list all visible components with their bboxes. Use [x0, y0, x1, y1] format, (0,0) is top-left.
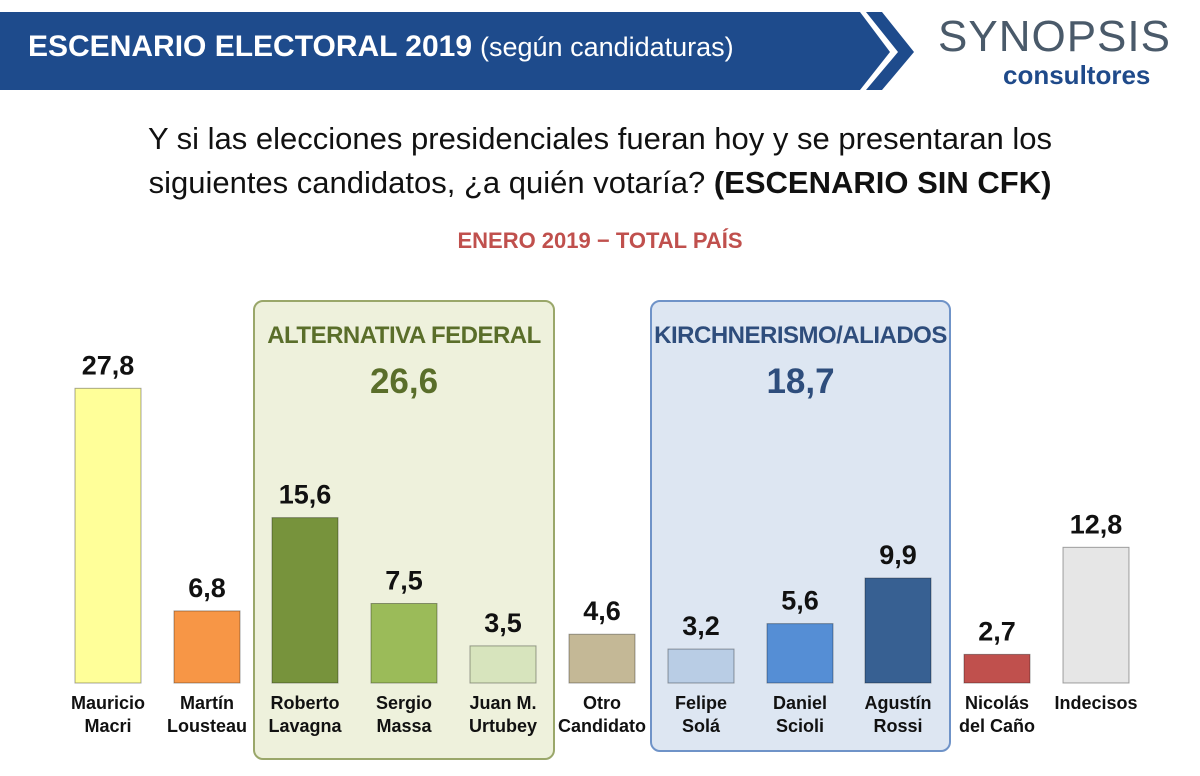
question-line-2: siguientes candidatos, ¿a quién votaría?	[148, 165, 706, 200]
logo-name: SYNOPSIS	[938, 12, 1171, 61]
period-label: ENERO 2019 − TOTAL PAÍS	[457, 228, 743, 253]
category-label-8-1: Rossi	[873, 716, 922, 736]
data-label-1: 6,8	[188, 573, 226, 603]
data-label-6: 3,2	[682, 611, 720, 641]
bar-2	[271, 517, 339, 684]
data-label-4: 3,5	[484, 608, 522, 638]
data-label-10: 12,8	[1070, 509, 1123, 539]
data-label-0: 27,8	[82, 350, 135, 380]
category-label-1-1: Lousteau	[167, 716, 247, 736]
category-label-0-0: Mauricio	[71, 693, 145, 713]
category-label-7-0: Daniel	[773, 693, 827, 713]
bar-6	[667, 648, 735, 684]
question-line-1: Y si las elecciones presidenciales fuera…	[147, 121, 1053, 156]
header-banner: ESCENARIO ELECTORAL 2019 (según candidatu…	[0, 0, 1200, 95]
category-label-2-1: Lavagna	[268, 716, 342, 736]
data-label-7: 5,6	[781, 586, 819, 616]
category-label-9-0: Nicolás	[965, 693, 1029, 713]
data-label-2: 15,6	[279, 480, 332, 510]
bar-5	[568, 633, 636, 684]
group-label-alternativa-federal: ALTERNATIVA FEDERAL	[267, 322, 541, 349]
question-emphasis: (ESCENARIO SIN CFK)	[713, 165, 1052, 200]
data-label-5: 4,6	[583, 596, 621, 626]
bar-10	[1062, 546, 1130, 684]
category-label-4-0: Juan M.	[469, 693, 536, 713]
header-band	[0, 12, 914, 90]
group-label-kirchnerismo: KIRCHNERISMO/ALIADOS	[654, 322, 947, 349]
category-label-9-1: del Caño	[959, 716, 1035, 736]
data-label-9: 2,7	[978, 616, 1016, 646]
bar-3	[370, 603, 438, 684]
survey-question: Y si las elecciones presidenciales fuera…	[0, 117, 1200, 205]
bar-7	[766, 623, 834, 684]
group-total-kirchnerismo: 18,7	[766, 362, 835, 401]
data-label-3: 7,5	[385, 566, 423, 596]
header-title: ESCENARIO ELECTORAL 2019 (según candidatu…	[28, 30, 734, 64]
category-label-5-1: Candidato	[558, 716, 646, 736]
bar-0	[74, 387, 142, 684]
logo-tagline: consultores	[1003, 60, 1151, 90]
category-label-6-0: Felipe	[675, 693, 727, 713]
group-total-alternativa-federal: 26,6	[369, 362, 439, 401]
bar-1	[173, 610, 241, 684]
category-label-2-0: Roberto	[271, 693, 340, 713]
header-subtitle: (según candidaturas)	[480, 32, 734, 62]
category-label-5-0: Otro	[583, 693, 621, 713]
bar-9	[963, 653, 1031, 684]
category-label-0-1: Macri	[84, 716, 131, 736]
bar-8	[864, 577, 932, 684]
category-label-10-0: Indecisos	[1054, 693, 1137, 713]
category-label-3-0: Sergio	[376, 693, 432, 713]
bar-4	[469, 645, 537, 684]
header-title-main: ESCENARIO ELECTORAL 2019	[28, 30, 473, 63]
category-label-6-1: Solá	[682, 716, 721, 736]
category-label-4-1: Urtubey	[469, 716, 537, 736]
category-label-7-1: Scioli	[776, 716, 824, 736]
category-label-1-0: Martín	[180, 693, 234, 713]
category-label-8-0: Agustín	[865, 693, 932, 713]
data-label-8: 9,9	[879, 540, 917, 570]
category-label-3-1: Massa	[376, 716, 432, 736]
